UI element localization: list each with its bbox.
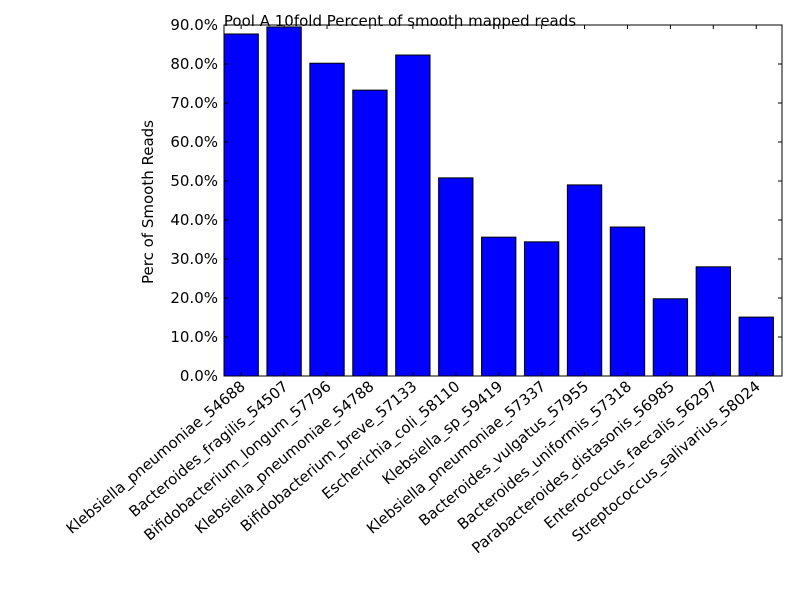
y-tick-label-3: 30.0% (170, 250, 218, 268)
bar-12 (738, 316, 774, 377)
plot-frame (223, 24, 783, 377)
bar-0 (223, 33, 259, 377)
y-axis-label: Perc of Smooth Reads (139, 120, 157, 284)
bar-9 (609, 226, 646, 377)
bar-11 (695, 266, 731, 377)
bar-7 (523, 241, 560, 377)
bar-4 (395, 54, 431, 377)
y-tick-label-4: 40.0% (170, 211, 218, 229)
bar-10 (652, 298, 689, 377)
bar-6 (481, 236, 517, 377)
y-tick-label-7: 70.0% (170, 94, 218, 112)
bar-1 (266, 26, 302, 377)
bar-8 (566, 184, 603, 377)
y-tick-label-6: 60.0% (170, 133, 218, 151)
y-axis-ticks: 0.0% 10.0% 20.0% 30.0% 40.0% 50.0% 60.0% 70.0% 8… (170, 16, 782, 385)
bar-series (223, 26, 774, 377)
y-tick-label-8: 80.0% (170, 55, 218, 73)
y-tick-label-0: 0.0% (180, 367, 218, 385)
y-tick-label-5: 50.0% (170, 172, 218, 190)
bar-5 (438, 177, 474, 377)
bar-3 (352, 89, 388, 377)
y-tick-label-2: 20.0% (170, 289, 218, 307)
bar-2 (309, 62, 345, 377)
y-tick-label-9: 90.0% (170, 16, 218, 34)
y-tick-label-1: 10.0% (170, 328, 218, 346)
